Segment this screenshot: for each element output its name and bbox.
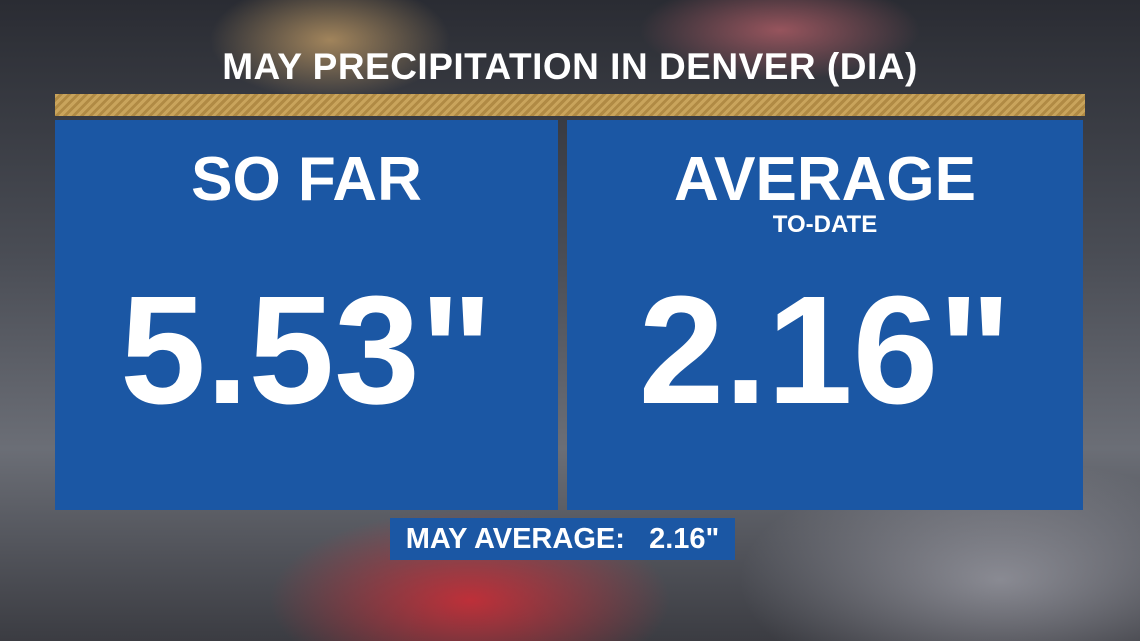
- value: 5.53": [120, 264, 493, 436]
- subheading: TO-DATE: [772, 211, 878, 238]
- stripe: [55, 94, 1085, 116]
- footer-value: 2.16": [649, 523, 720, 555]
- heading: AVERAGE: [673, 145, 976, 214]
- heading: SO FAR: [191, 145, 422, 214]
- title: MAY PRECIPITATION IN DENVER (DIA): [222, 46, 918, 87]
- panel: AVERAGE TO-DATE 2.16": [567, 120, 1083, 510]
- value: 2.16": [638, 264, 1012, 436]
- footer: MAY AVERAGE: 2.16": [390, 518, 735, 560]
- panel: SO FAR 5.53": [55, 120, 558, 510]
- footer-label: MAY AVERAGE:: [405, 523, 625, 555]
